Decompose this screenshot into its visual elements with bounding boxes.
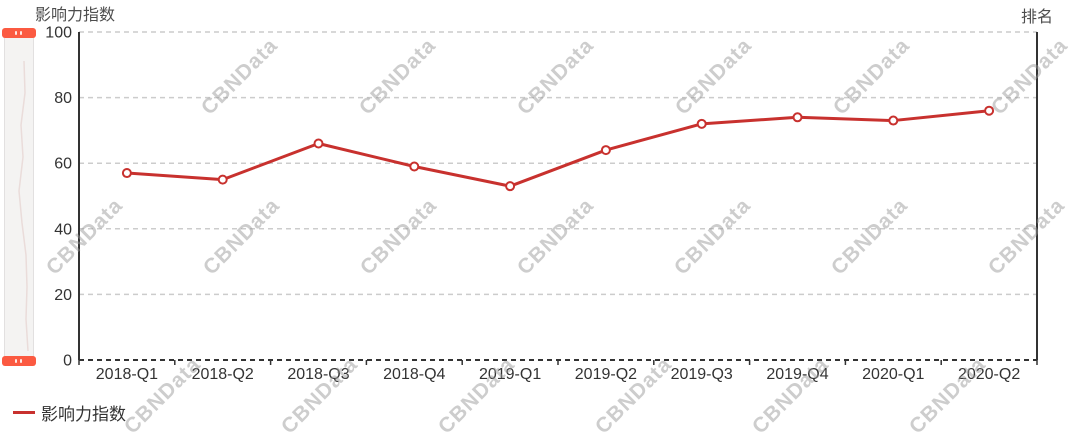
x-axis-label: 2018-Q2 [192, 366, 254, 383]
y-axis-tick-label: 80 [54, 90, 72, 107]
datazoom-handle-bottom[interactable] [2, 356, 36, 366]
data-point-2020-Q2[interactable] [984, 105, 995, 116]
data-point-2019-Q3[interactable] [696, 118, 707, 129]
handle-grip-dot [20, 31, 22, 35]
data-point-2020-Q1[interactable] [888, 115, 899, 126]
y-axis-tick-label: 40 [54, 221, 72, 238]
x-axis-label: 2019-Q2 [575, 366, 637, 383]
y-axis-tick-label: 0 [63, 353, 72, 370]
x-axis-label: 2018-Q1 [96, 366, 158, 383]
handle-grip-dot [15, 31, 17, 35]
line-chart: 0 20 40 60 80 100 2018-Q1 2018-Q2 2018-Q3 2018-Q4… [45, 25, 1038, 383]
legend-line-marker [13, 411, 35, 414]
y-axis-tick-label: 60 [54, 156, 72, 173]
data-point-2019-Q1[interactable] [505, 181, 516, 192]
legend-label: 影响力指数 [41, 405, 126, 424]
handle-grip-dot [15, 359, 17, 363]
data-point-2018-Q1[interactable] [121, 168, 132, 179]
chart-page: { "header": { "y_axis_name": "影响力指数", "y… [2, 7, 1073, 439]
data-point-2018-Q3[interactable] [313, 138, 324, 149]
x-axis-label: 2019-Q4 [766, 366, 828, 383]
x-axis-label: 2020-Q2 [958, 366, 1020, 383]
data-point-2018-Q2[interactable] [217, 174, 228, 185]
x-axis-label: 2019-Q3 [671, 366, 733, 383]
x-axis-label: 2018-Q3 [287, 366, 349, 383]
datazoom-handle-top[interactable] [2, 28, 36, 38]
y2-axis-name: 排名 [1020, 9, 1054, 26]
x-axis-label: 2020-Q1 [862, 366, 924, 383]
y-axis-tick-label: 20 [54, 287, 72, 304]
handle-grip-dot [20, 359, 22, 363]
data-point-2019-Q4[interactable] [792, 112, 803, 123]
series-line [126, 109, 990, 188]
x-axis-label: 2018-Q4 [383, 366, 445, 383]
x-axis-label: 2019-Q1 [479, 366, 541, 383]
datazoom-slider[interactable] [2, 28, 36, 366]
data-point-2018-Q4[interactable] [409, 161, 420, 172]
datazoom-data-preview [18, 60, 29, 352]
legend-item-influence-index[interactable]: 影响力指数 [13, 400, 126, 425]
y-axis-name: 影响力指数 [35, 7, 116, 24]
y-axis-tick-label: 100 [45, 25, 72, 42]
data-point-2019-Q2[interactable] [600, 145, 611, 156]
